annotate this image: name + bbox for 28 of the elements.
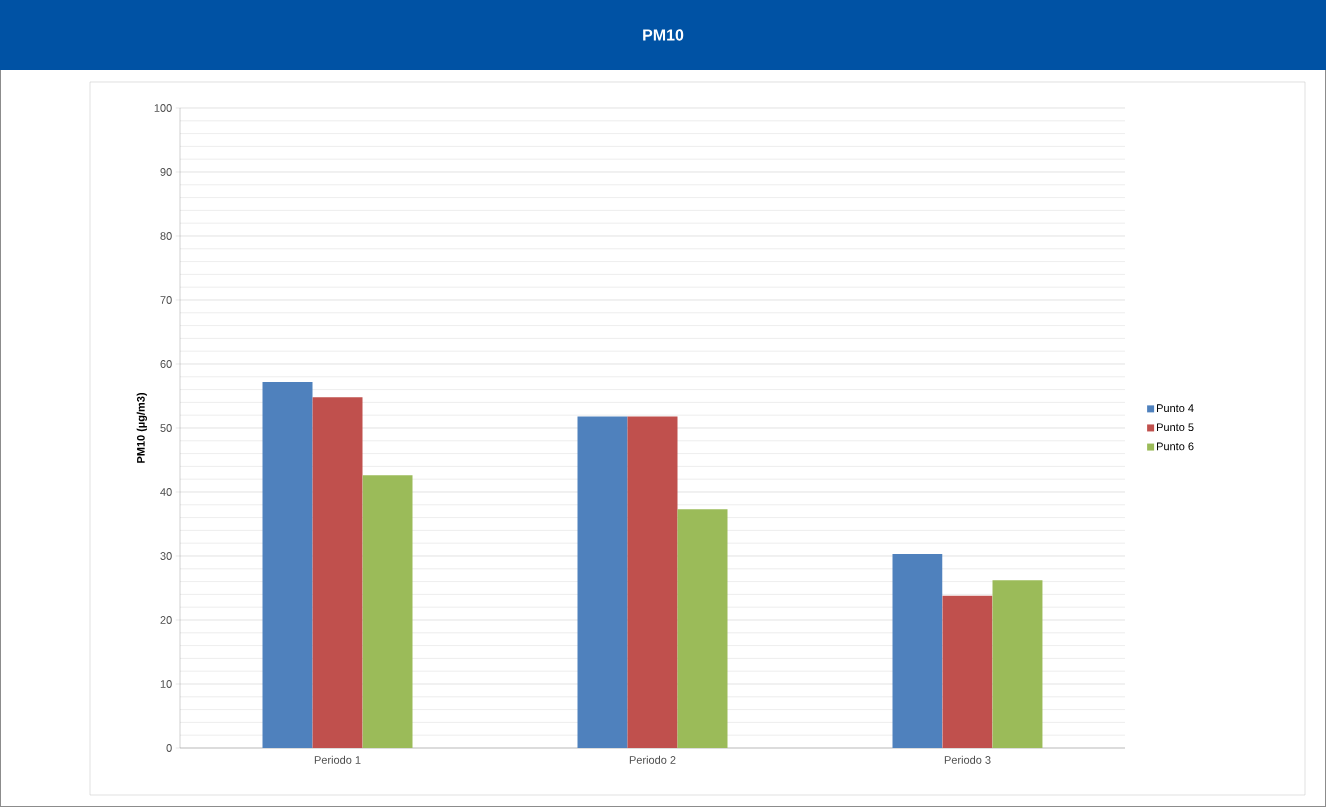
x-tick-label: Periodo 1 [314, 755, 361, 764]
bar [627, 416, 678, 748]
bar [992, 580, 1043, 748]
chart-title: PM10 [643, 29, 684, 41]
y-tick-label: 0 [166, 744, 172, 752]
y-tick-label: 30 [160, 552, 172, 560]
legend-label: Punto 6 [1157, 442, 1194, 451]
bar [892, 554, 943, 748]
y-tick-label: 50 [160, 424, 172, 432]
y-tick-label: 10 [160, 680, 172, 688]
y-tick-label: 40 [160, 488, 172, 496]
bar [312, 397, 363, 748]
y-tick-label: 20 [160, 616, 172, 624]
legend-label: Punto 5 [1157, 423, 1194, 432]
x-tick-label: Periodo 3 [944, 755, 991, 764]
y-tick-label: 70 [160, 296, 172, 304]
y-tick-label: 80 [160, 232, 172, 240]
bar [942, 595, 993, 748]
x-tick-label: Periodo 2 [629, 755, 676, 764]
bar [677, 509, 728, 748]
bar [262, 381, 313, 748]
y-axis-title: PM10 (µg/m3) [136, 392, 147, 463]
legend-label: Punto 4 [1157, 404, 1194, 413]
y-tick-label: 100 [154, 104, 172, 112]
y-tick-label: 90 [160, 168, 172, 176]
bar [577, 416, 628, 748]
bar [362, 475, 413, 748]
y-tick-label: 60 [160, 360, 172, 368]
